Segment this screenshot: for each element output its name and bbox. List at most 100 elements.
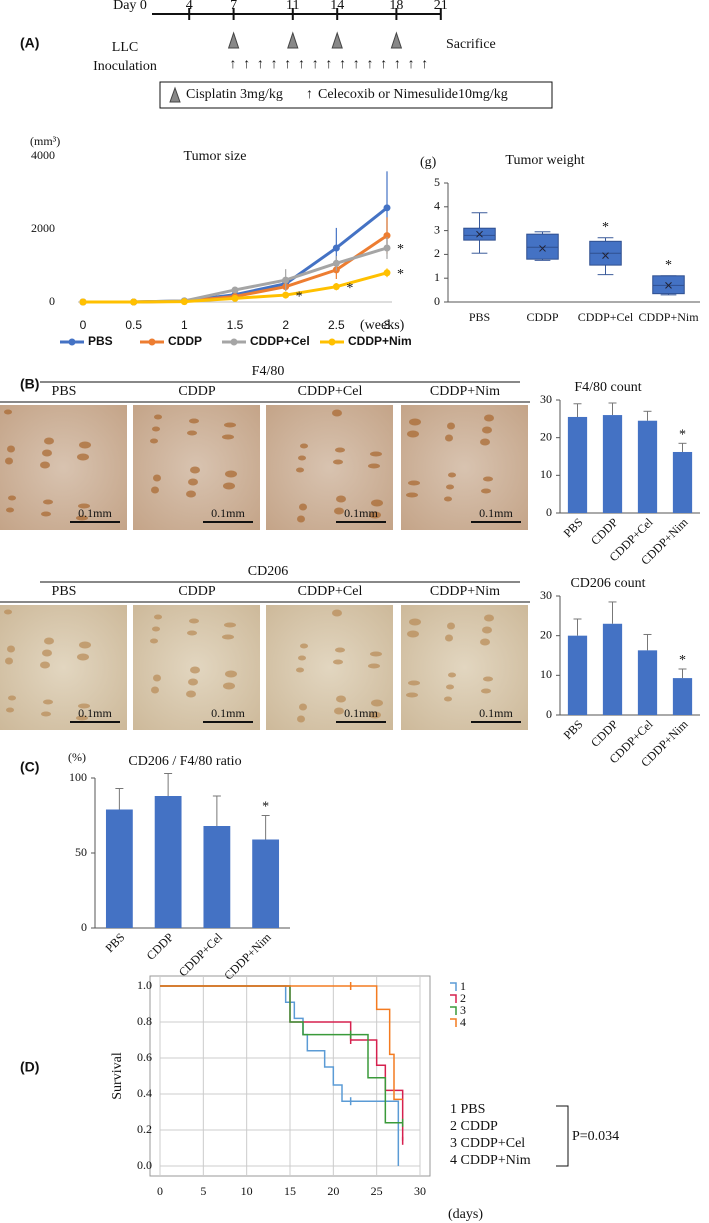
y-tick-label: 1 <box>434 270 440 284</box>
legend-label: 2 <box>460 991 466 1005</box>
cisplatin-dose <box>287 31 299 49</box>
stain-spot <box>41 511 51 517</box>
scale-label: 0.1mm <box>479 506 513 520</box>
stain-spot <box>332 409 342 417</box>
x-tick-label: 15 <box>284 1184 296 1198</box>
x-tick-label: CDDP <box>588 717 621 750</box>
legend-label: PBS <box>88 334 113 348</box>
stain-spot <box>225 670 237 678</box>
stain-spot <box>188 478 198 486</box>
stain-spot <box>335 647 345 653</box>
stain-spot <box>76 515 88 521</box>
stain-spot <box>483 676 493 682</box>
bar <box>105 809 133 928</box>
data-point <box>231 294 239 302</box>
stain-spot <box>444 496 452 502</box>
data-point <box>180 298 188 306</box>
start-label: Inoculation <box>93 59 157 74</box>
stain-spot <box>40 461 50 469</box>
stain-spot <box>187 630 197 636</box>
stain-spot <box>153 474 161 482</box>
data-point <box>231 286 239 294</box>
stain-spot <box>298 455 306 461</box>
y-tick-label: 10 <box>540 667 552 681</box>
y-tick-label: 10 <box>540 467 552 481</box>
stain-spot <box>152 626 160 632</box>
stain-spot <box>151 486 159 494</box>
data-point <box>383 269 391 277</box>
x-tick-label: 1 <box>181 318 188 332</box>
chart-title: CD206 count <box>570 576 645 591</box>
group-label: CDDP+Cel <box>298 384 363 399</box>
y-tick-label: 2000 <box>31 221 55 235</box>
stain-spot <box>154 414 162 420</box>
y-tick-label: 100 <box>69 770 87 784</box>
x-tick-label: 1.5 <box>227 318 244 332</box>
legend-label: 4 <box>460 1015 466 1029</box>
stain-spot <box>333 459 343 465</box>
x-tick-label: 5 <box>200 1184 206 1198</box>
stain-spot <box>481 688 491 694</box>
legend-text: Celecoxib or Nimesulide10mg/kg <box>318 87 508 102</box>
annotation: * <box>262 800 269 815</box>
stain-title: CD206 <box>248 564 288 579</box>
scale-label: 0.1mm <box>479 706 513 720</box>
stain-spot <box>300 443 308 449</box>
legend-key <box>450 982 457 991</box>
data-point <box>383 232 391 240</box>
survival-curve <box>160 985 400 1166</box>
x-tick-label: 2 <box>282 318 289 332</box>
legend-label: 1 <box>460 979 466 993</box>
panel-label: (B) <box>20 376 39 392</box>
stain-spot <box>6 507 14 513</box>
stain-spot <box>77 653 89 661</box>
stain-spot <box>76 715 88 721</box>
legend-triangle <box>169 86 181 103</box>
stain-spot <box>447 422 455 430</box>
y-tick-label: 0.0 <box>137 1158 152 1172</box>
stain-spot <box>150 438 158 444</box>
x-tick-label: CDDP+Cel <box>176 930 226 980</box>
legend-key <box>450 994 457 1003</box>
group-legend: 3 CDDP+Cel <box>450 1136 525 1151</box>
stain-spot <box>154 614 162 620</box>
chart-title: CD206 / F4/80 ratio <box>128 754 241 769</box>
cisplatin-dose <box>331 31 343 49</box>
legend-box <box>159 81 553 109</box>
stain-spot <box>7 645 15 653</box>
stain-spot <box>5 457 13 465</box>
y-tick-label: 1.0 <box>137 978 152 992</box>
stain-spot <box>43 499 53 505</box>
timeline-label: 21 <box>434 0 448 13</box>
stain-spot <box>334 507 344 515</box>
legend-key <box>450 1018 457 1027</box>
stain-spot <box>7 445 15 453</box>
stain-spot <box>4 409 12 415</box>
stain-spot <box>187 430 197 436</box>
x-tick-label: CDDP+Nim <box>638 310 699 324</box>
stain-spot <box>40 661 50 669</box>
group-legend: 2 CDDP <box>450 1119 498 1134</box>
y-tick-label: 0.6 <box>137 1050 152 1064</box>
timeline-label: 11 <box>286 0 299 13</box>
annotation: * <box>602 220 609 235</box>
end-label: Sacrifice <box>446 37 496 52</box>
annotation: * <box>665 258 672 273</box>
stain-spot <box>334 707 344 715</box>
stain-spot <box>368 463 380 469</box>
stain-spot <box>78 503 90 509</box>
stain-spot <box>186 490 196 498</box>
stain-spot <box>446 484 454 490</box>
stain-spot <box>222 634 234 640</box>
bar <box>203 826 231 928</box>
x-tick-label: CDDP <box>526 310 558 324</box>
legend-key <box>450 1006 457 1015</box>
stain-spot <box>445 434 453 442</box>
data-point <box>282 291 290 299</box>
bar <box>154 796 182 928</box>
stain-spot <box>78 703 90 709</box>
chart-title: Tumor size <box>184 149 247 164</box>
stain-spot <box>79 441 91 449</box>
legend-label: CDDP <box>168 334 202 348</box>
x-tick-label: 2.5 <box>328 318 345 332</box>
